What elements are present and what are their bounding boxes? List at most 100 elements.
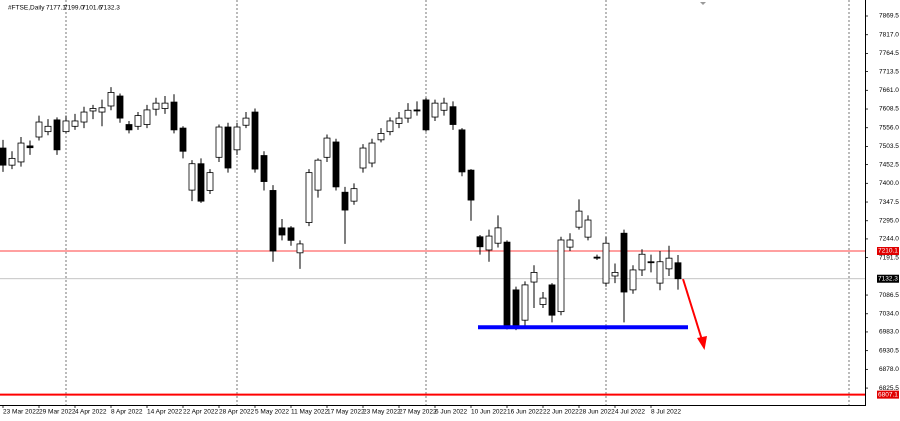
candle-body bbox=[332, 141, 340, 188]
x-tick-label: 17 May 2022 bbox=[327, 409, 365, 416]
level-label-box bbox=[877, 274, 899, 283]
candle-body bbox=[323, 137, 331, 158]
candle-body bbox=[251, 111, 259, 170]
x-tick-label: 4 Apr 2022 bbox=[75, 409, 107, 416]
candles bbox=[0, 87, 682, 331]
candle-body bbox=[287, 227, 295, 241]
candle-body bbox=[467, 169, 475, 201]
candle-body bbox=[512, 289, 520, 329]
candle-body bbox=[359, 147, 367, 169]
x-tick-label: 11 May 2022 bbox=[291, 409, 328, 416]
levels: 7210.1 7132.3 6807.1 bbox=[0, 247, 899, 399]
x-tick-label: 28 Jun 2022 bbox=[579, 409, 615, 416]
candle-body bbox=[449, 106, 457, 125]
candle-body bbox=[80, 111, 88, 123]
candle-body bbox=[161, 102, 169, 109]
level-label: 7132.3 bbox=[878, 275, 898, 282]
candle-body bbox=[440, 102, 448, 111]
candle-body bbox=[44, 125, 52, 133]
candle-body bbox=[206, 172, 214, 191]
candle-body bbox=[404, 109, 412, 119]
candle-body bbox=[674, 262, 682, 280]
candle-body bbox=[422, 99, 430, 131]
candle-body bbox=[350, 188, 358, 202]
candle-body bbox=[584, 219, 592, 238]
candle-body bbox=[386, 120, 394, 133]
candle-body bbox=[593, 256, 601, 259]
y-tick-label: 7295.0 bbox=[879, 217, 899, 224]
y-tick-label: 7764.5 bbox=[879, 50, 899, 57]
candle-body bbox=[8, 157, 16, 166]
x-tick-label: 14 Apr 2022 bbox=[147, 409, 182, 416]
y-tick-label: 7713.5 bbox=[879, 68, 899, 75]
candle-body bbox=[125, 124, 133, 131]
level-label: 6807.1 bbox=[878, 391, 898, 398]
header-value: 7199.0 bbox=[64, 5, 84, 12]
y-tick-label: 7452.5 bbox=[879, 161, 899, 168]
y-tick-label: 7869.5 bbox=[879, 13, 899, 20]
candle-body bbox=[143, 109, 151, 125]
candle-body bbox=[116, 95, 124, 119]
candle-body bbox=[530, 272, 538, 283]
candle-body bbox=[413, 109, 421, 112]
candle-body bbox=[395, 117, 403, 124]
candle-body bbox=[494, 227, 502, 244]
candle-body bbox=[503, 241, 511, 329]
candle-body bbox=[575, 210, 583, 228]
level-label: 7210.1 bbox=[878, 248, 898, 255]
candle-body bbox=[197, 163, 205, 202]
y-tick-label: 7191.5 bbox=[879, 254, 899, 261]
candle-body bbox=[260, 155, 268, 182]
candle-body bbox=[629, 269, 637, 291]
y-tick-label: 6825.5 bbox=[879, 385, 899, 392]
y-tick-label: 7608.5 bbox=[879, 106, 899, 113]
candle-body bbox=[431, 102, 439, 118]
candle-body bbox=[170, 101, 178, 131]
candle-body bbox=[305, 172, 313, 223]
candle-body bbox=[233, 126, 241, 151]
candle-body bbox=[53, 119, 61, 151]
candle-body bbox=[602, 242, 610, 284]
y-tick-label: 7817.0 bbox=[879, 31, 899, 38]
candle-body bbox=[638, 253, 646, 271]
header-value: 7132.3 bbox=[100, 5, 120, 12]
y-tick-label: 7347.5 bbox=[879, 199, 899, 206]
candle-body bbox=[17, 142, 25, 163]
candle-body bbox=[620, 232, 628, 293]
candle-body bbox=[611, 272, 619, 277]
x-tick-label: 27 May 2022 bbox=[399, 409, 437, 416]
candle-body bbox=[341, 191, 349, 211]
candle-body bbox=[566, 239, 574, 248]
candle-body bbox=[224, 126, 232, 169]
shift-marker bbox=[700, 2, 706, 5]
candle-body bbox=[278, 227, 286, 236]
candle-body bbox=[296, 243, 304, 254]
arrow-head bbox=[697, 336, 707, 350]
candle-body bbox=[71, 120, 79, 127]
x-tick-label: 10 Jun 2022 bbox=[471, 409, 507, 416]
candle-body bbox=[539, 297, 547, 305]
candle-body bbox=[665, 257, 673, 270]
candle-body bbox=[368, 142, 376, 164]
candle-body bbox=[26, 145, 34, 149]
candle-body bbox=[458, 129, 466, 173]
y-tick-label: 7034.0 bbox=[879, 310, 899, 317]
candle-body bbox=[107, 92, 115, 107]
candle-body bbox=[179, 127, 187, 152]
header-symbol: #FTSE,Daily bbox=[8, 5, 45, 12]
arrow-shaft bbox=[682, 278, 703, 341]
y-tick-label: 7400.0 bbox=[879, 180, 899, 187]
x-tick-label: 23 May 2022 bbox=[363, 409, 401, 416]
candle-body bbox=[548, 284, 556, 316]
x-tick-label: 29 Mar 2022 bbox=[39, 409, 76, 416]
y-tick-label: 7503.5 bbox=[879, 143, 899, 150]
y-tick-label: 7244.0 bbox=[879, 236, 899, 243]
candle-body bbox=[476, 236, 484, 248]
forecast-arrow bbox=[682, 278, 707, 350]
candle-body bbox=[89, 108, 97, 112]
level-label-box bbox=[877, 247, 899, 256]
y-tick-label: 6930.5 bbox=[879, 347, 899, 354]
